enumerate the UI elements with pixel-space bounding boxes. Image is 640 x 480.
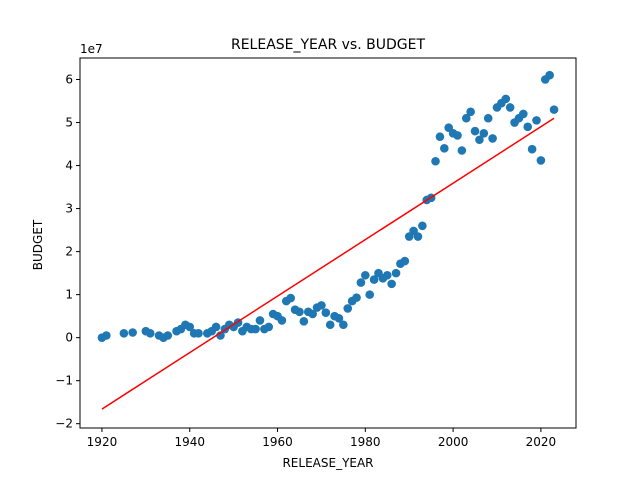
data-point	[321, 308, 331, 318]
y-offset-label: 1e7	[80, 42, 103, 56]
y-axis-label: BUDGET	[31, 219, 45, 270]
y-tick-label: 3	[65, 202, 73, 216]
data-point	[527, 144, 537, 154]
y-tick-label: 6	[65, 73, 73, 87]
x-tick-label: 2020	[526, 435, 557, 449]
data-point	[308, 309, 317, 319]
trendline	[101, 117, 555, 410]
data-point	[536, 156, 546, 165]
data-point	[277, 316, 287, 325]
y-tick-label: 5	[65, 116, 73, 130]
data-point	[391, 268, 401, 278]
axis-ticks: 1920 1940 1960 1980 2000 2020 −2 −1 0 1 2 3 4 5 6	[55, 73, 556, 449]
data-point	[435, 132, 445, 142]
data-point	[163, 331, 173, 340]
x-axis-label: RELEASE_YEAR	[282, 456, 373, 470]
data-point	[211, 322, 221, 332]
x-tick-label: 1980	[350, 435, 381, 449]
plot-frame	[79, 57, 577, 429]
data-point	[251, 324, 260, 334]
data-point	[325, 320, 335, 330]
data-point	[102, 331, 111, 340]
y-tick-label: 1	[65, 288, 73, 302]
data-point	[413, 232, 423, 241]
data-point	[145, 329, 155, 338]
data-point	[523, 122, 533, 132]
data-point	[453, 131, 462, 140]
data-point	[440, 144, 449, 153]
y-tick-label: −2	[55, 417, 73, 431]
data-point	[457, 146, 467, 155]
data-point	[501, 94, 511, 104]
data-point	[365, 290, 375, 299]
data-point	[361, 270, 370, 280]
data-point	[299, 317, 309, 326]
data-point	[295, 307, 304, 317]
data-point	[400, 256, 410, 266]
y-tick-label: −1	[55, 374, 73, 388]
data-point	[387, 279, 396, 289]
data-point	[119, 329, 129, 338]
x-tick-label: 2000	[438, 435, 469, 449]
data-point	[475, 135, 484, 145]
trendline-layer	[101, 117, 555, 410]
data-point	[334, 313, 344, 323]
data-point	[431, 156, 440, 166]
data-points	[97, 70, 559, 342]
data-point	[128, 328, 137, 337]
data-point	[505, 103, 515, 112]
data-point	[382, 270, 392, 280]
data-point	[194, 329, 203, 338]
data-point	[479, 128, 489, 138]
chart-title: RELEASE_YEAR vs. BUDGET	[231, 37, 425, 53]
data-point	[545, 70, 554, 80]
data-point	[352, 293, 361, 302]
data-point	[519, 109, 528, 119]
x-tick-label: 1960	[262, 435, 293, 449]
x-tick-label: 1920	[87, 435, 118, 449]
data-point	[317, 301, 326, 310]
data-point	[418, 221, 427, 231]
data-point	[356, 278, 366, 287]
data-point	[466, 107, 475, 117]
data-point	[286, 293, 295, 303]
x-tick-label: 1940	[174, 435, 205, 449]
data-point	[264, 322, 274, 332]
data-point	[461, 113, 471, 123]
data-point	[532, 116, 541, 125]
data-point	[549, 105, 559, 114]
data-point	[343, 304, 353, 313]
data-point	[185, 322, 195, 332]
data-point	[369, 275, 379, 284]
data-point	[255, 316, 265, 325]
y-tick-label: 4	[65, 159, 73, 173]
data-point	[470, 126, 480, 136]
data-point	[488, 134, 497, 143]
y-tick-label: 2	[65, 245, 73, 259]
data-point	[483, 113, 493, 123]
y-tick-label: 0	[65, 331, 73, 345]
data-point	[339, 320, 348, 330]
